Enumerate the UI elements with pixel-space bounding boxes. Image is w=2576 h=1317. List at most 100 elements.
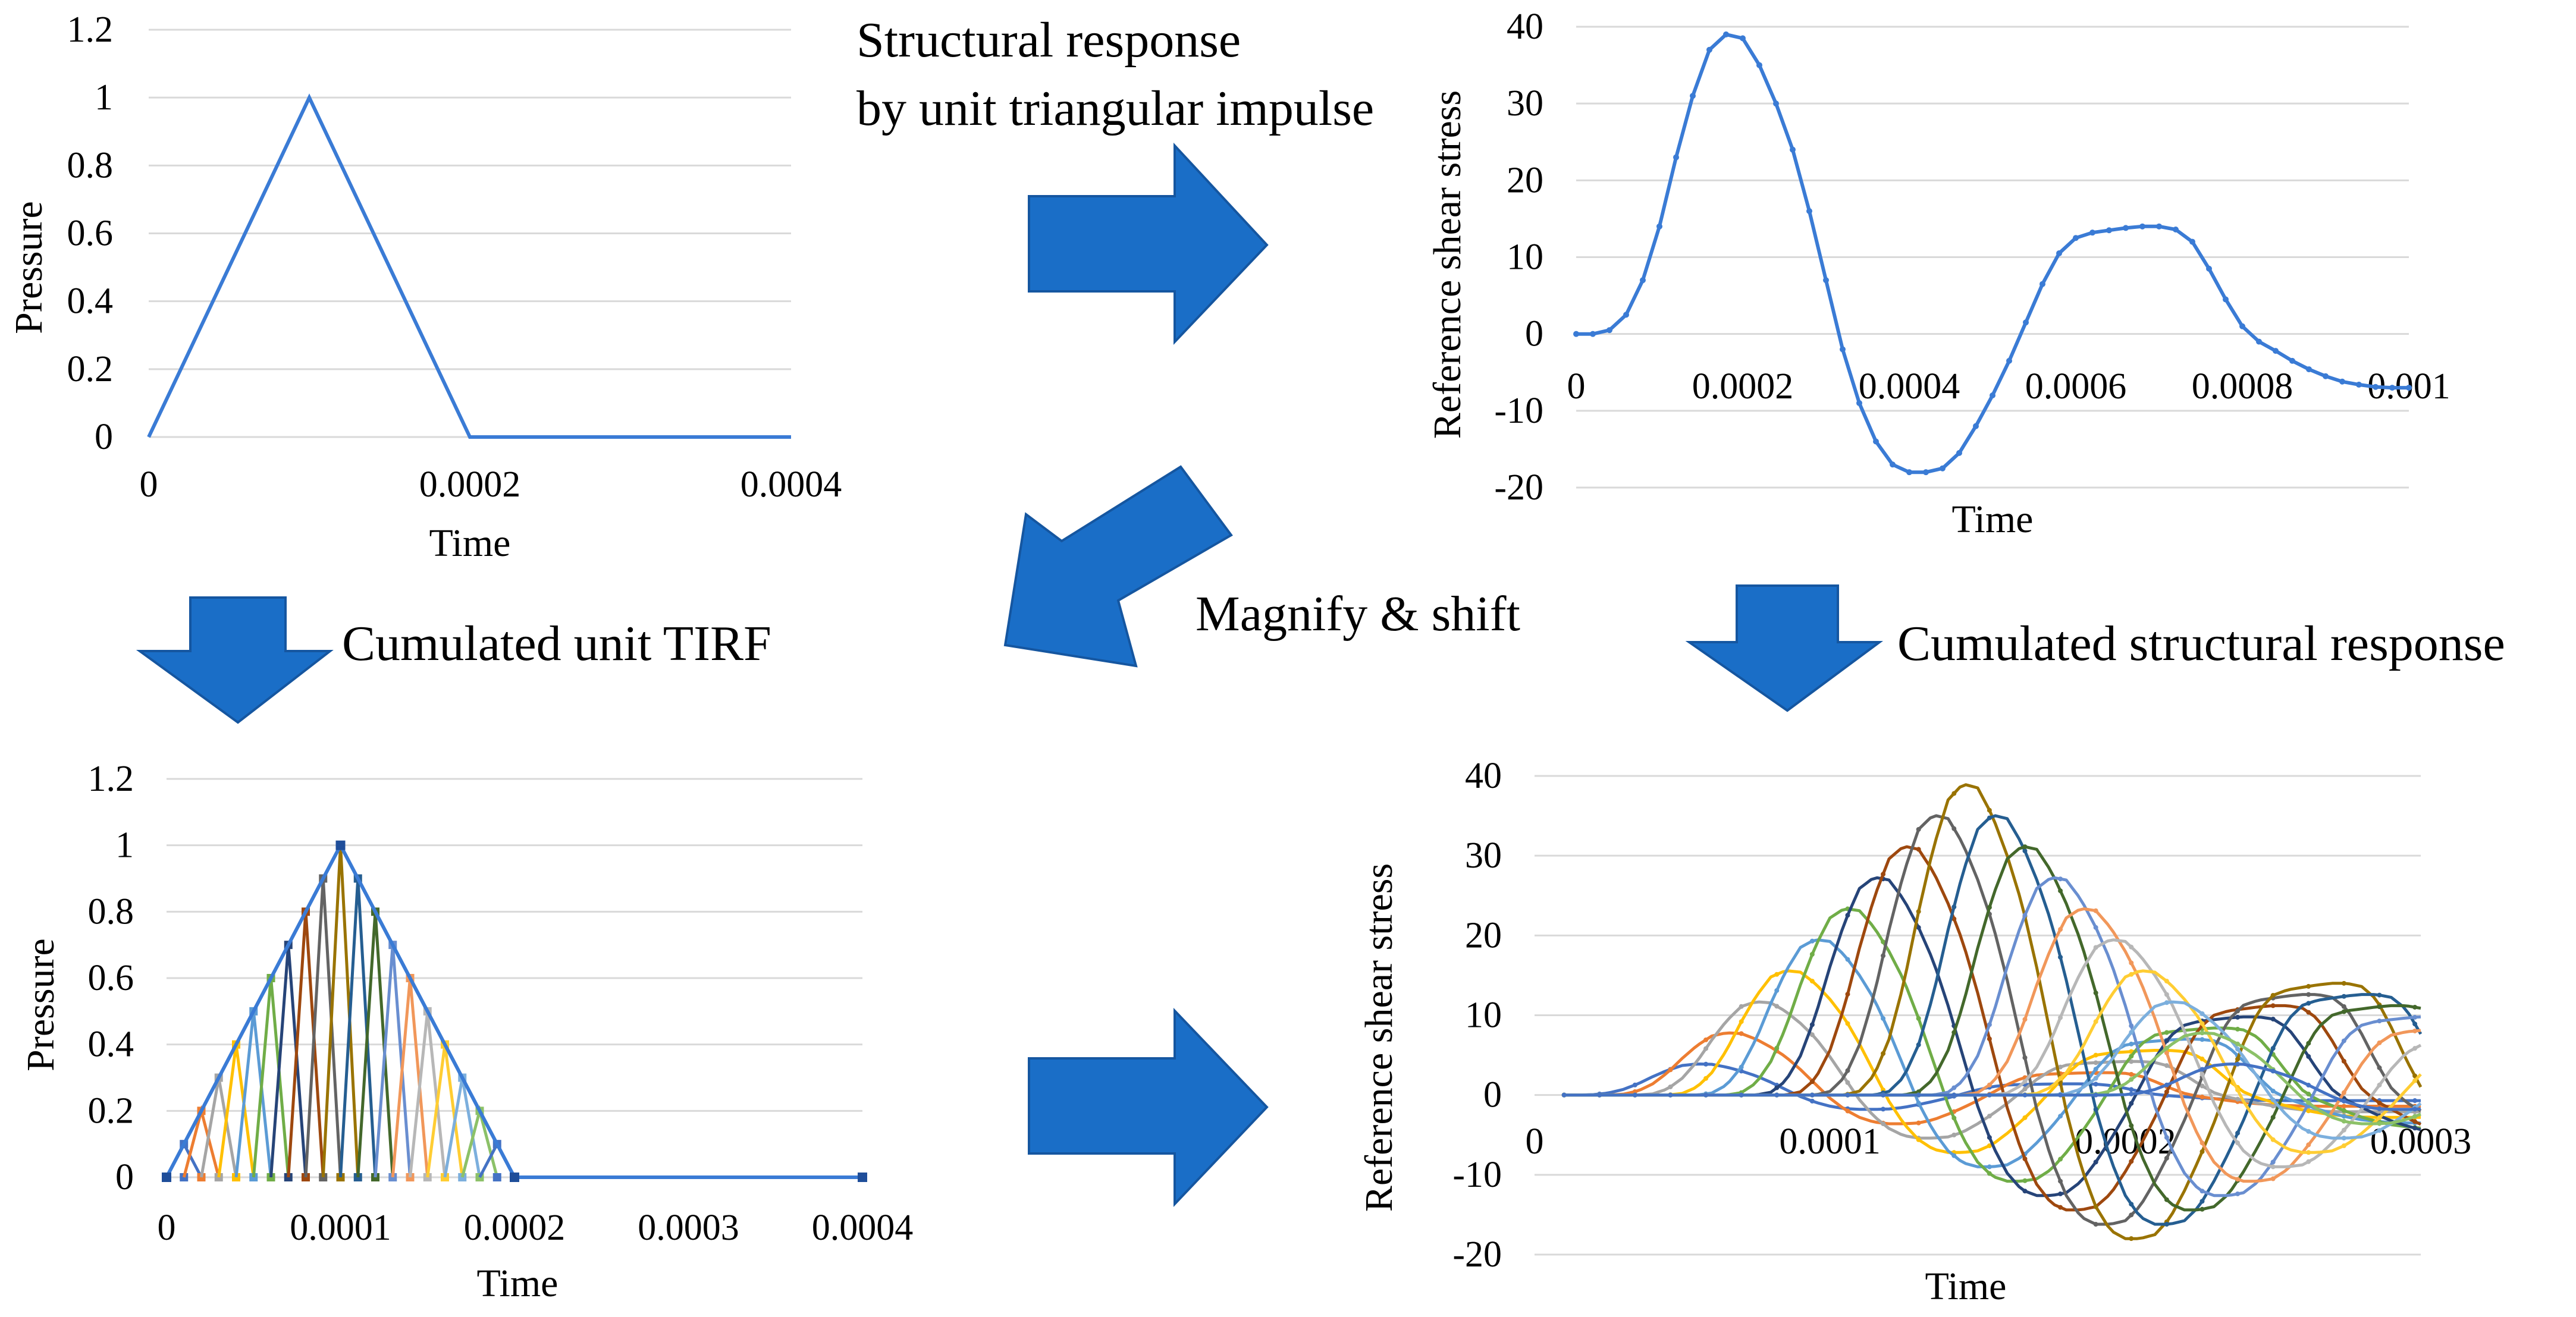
shifted-response-point — [2093, 1076, 2098, 1081]
shifted-response-point — [2129, 1202, 2134, 1207]
shifted-response-point — [1916, 1092, 1921, 1098]
y-tick-label: 0 — [95, 417, 113, 457]
shifted-response-point — [1845, 1080, 1850, 1085]
data-point — [2273, 348, 2279, 354]
shifted-response-point — [2341, 1118, 2346, 1124]
shifted-response-point — [2093, 945, 2098, 950]
x-axis-title: Time — [429, 521, 511, 565]
shifted-response-point — [2164, 1038, 2169, 1043]
shifted-response-point — [2164, 992, 2169, 997]
shifted-response-point — [2235, 1130, 2241, 1136]
shifted-response-point — [2235, 1041, 2241, 1046]
shifted-response-point — [2058, 1092, 2063, 1098]
shifted-response-point — [2093, 990, 2098, 995]
shifted-response-point — [2306, 1159, 2311, 1164]
x-tick-label: 0.0004 — [1859, 366, 1960, 407]
shifted-response-point — [1916, 925, 1921, 930]
shifted-response-point — [2129, 1059, 2134, 1064]
data-point — [1740, 35, 1746, 42]
shifted-response-point — [2058, 927, 2063, 932]
shifted-response-point — [1987, 1114, 1992, 1119]
shifted-response-point — [2058, 876, 2063, 882]
shifted-response-point — [2377, 1121, 2382, 1126]
shifted-response-point — [2129, 1087, 2134, 1092]
shifted-response-point — [2270, 1164, 2276, 1170]
shifted-response-point — [2341, 1127, 2346, 1133]
x-tick-label: 0 — [158, 1208, 176, 1248]
shifted-response-point — [2341, 1090, 2346, 1095]
shifted-response-point — [2341, 1038, 2346, 1043]
x-tick-label: 0.0002 — [464, 1208, 566, 1248]
shifted-response-point — [1845, 1092, 1850, 1098]
shifted-response-point — [1987, 807, 1992, 813]
envelope-line — [165, 841, 862, 1179]
y-tick-label: 1 — [115, 825, 134, 866]
shifted-response-point — [1632, 1089, 1637, 1095]
data-point — [1690, 93, 1696, 99]
shifted-response-point — [1881, 1107, 1886, 1112]
sub-impulse-base-marker — [492, 1173, 501, 1181]
shifted-response-point — [1739, 1031, 1744, 1036]
shifted-response-point — [2306, 1001, 2311, 1006]
shifted-response-point — [2235, 1046, 2241, 1052]
shifted-response-point — [1987, 1135, 1992, 1140]
shifted-response-point — [2412, 1098, 2418, 1104]
arrow-down-left — [136, 596, 334, 724]
caption-structural-response-2: by unit triangular impulse — [856, 81, 1374, 136]
y-tick-label: 40 — [1507, 7, 1543, 47]
shifted-response-line — [1564, 969, 2421, 1154]
shifted-response-point — [1916, 1101, 1921, 1106]
shifted-response-point — [2341, 1143, 2346, 1148]
y-tick-labels: -20 -10 0 10 20 30 40 — [1494, 7, 1543, 508]
shifted-response-point — [1845, 1068, 1850, 1073]
shifted-response-point — [1739, 1004, 1744, 1009]
shifted-response-point — [2058, 888, 2063, 894]
shifted-response-point — [2022, 1178, 2028, 1183]
sub-impulse-base-marker — [284, 1173, 293, 1181]
shifted-response-point — [2129, 1071, 2134, 1077]
shifted-response-line — [1564, 1000, 2421, 1140]
caption-cumulated-structural: Cumulated structural response — [1897, 616, 2505, 671]
shifted-response-point — [2058, 1178, 2063, 1184]
shifted-response-point — [2377, 1128, 2382, 1133]
y-axis-title: Reference shear stress — [1426, 90, 1469, 439]
shifted-response-point — [2164, 1135, 2169, 1140]
data-point — [2006, 357, 2012, 364]
shifted-response-point — [2235, 1026, 2241, 1032]
shifted-response-point — [2129, 944, 2134, 950]
y-tick-label: 0.4 — [67, 281, 114, 322]
shifted-response-point — [2377, 1004, 2382, 1010]
shifted-response-point — [1987, 1022, 1992, 1027]
data-point — [1623, 312, 1629, 318]
y-tick-label: 0.8 — [88, 891, 134, 932]
shifted-response-point — [2022, 1092, 2028, 1098]
shifted-response-point — [1632, 1082, 1637, 1087]
y-tick-label: 0.6 — [67, 213, 114, 254]
shifted-response-point — [2235, 1061, 2241, 1067]
shifted-response-point — [2306, 1054, 2311, 1059]
data-point — [1806, 208, 1812, 214]
shifted-response-point — [2341, 1058, 2346, 1064]
shifted-response-point — [1809, 1032, 1815, 1038]
shifted-response-point — [1597, 1092, 1602, 1098]
shifted-response-point — [2377, 1019, 2382, 1024]
y-axis-title: Pressure — [7, 201, 51, 334]
shifted-response-point — [2270, 1016, 2276, 1021]
shifted-response-point — [2235, 1096, 2241, 1102]
data-point — [1940, 465, 1946, 472]
shifted-response-point — [1845, 992, 1850, 997]
shifted-response-point — [2129, 1041, 2134, 1046]
shifted-response-point — [2377, 1106, 2382, 1111]
shifted-response-point — [1809, 979, 1815, 984]
shifted-response-point — [1987, 1143, 1992, 1148]
shifted-response-point — [2235, 1008, 2241, 1014]
shifted-response-point — [1916, 847, 1921, 852]
shifted-response-point — [1951, 1132, 1957, 1137]
data-point — [1840, 346, 1846, 353]
sub-impulse-line — [460, 1105, 499, 1178]
shifted-response-line — [1564, 969, 2422, 1154]
shifted-response-point — [2093, 1107, 2098, 1112]
shifted-response-point — [2270, 1115, 2276, 1120]
shifted-response-point — [1916, 1137, 1921, 1142]
x-tick-label: 0 — [140, 464, 158, 505]
